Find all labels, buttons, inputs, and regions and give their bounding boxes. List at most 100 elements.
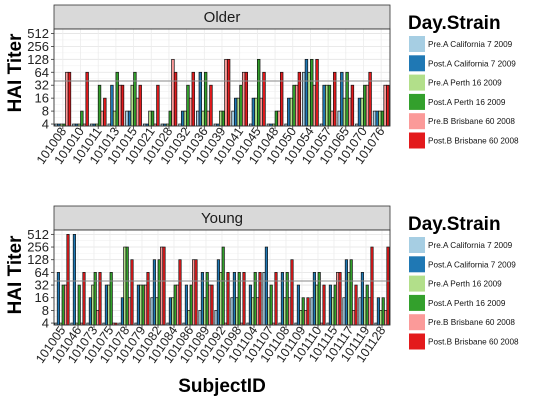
strip-young	[53, 205, 391, 231]
bar-young-101119-pre-b-brisbane-60-2008	[368, 297, 372, 326]
y-tick-label-young: 16	[35, 290, 49, 305]
bar-older-101041-pre-a-perth-16-2009	[236, 97, 241, 127]
panels-layer: Older48163264128256512101008101010101011…	[27, 4, 391, 366]
bar-young-101115-pre-a-perth-16-2009	[331, 297, 335, 326]
bar-young-101119-post-b-brisbane-60-2008	[370, 246, 374, 326]
bar-young-101128-post-a-california-7-2009	[376, 297, 380, 326]
bar-young-101117-pre-b-brisbane-60-2008	[352, 310, 356, 326]
bar-young-101104-post-b-brisbane-60-2008	[258, 272, 262, 326]
bar-older-101050-post-a-perth-16-2009	[292, 84, 296, 127]
bar-young-101075-post-a-california-7-2009	[104, 284, 108, 326]
bar-older-101041-post-a-california-7-2009	[234, 97, 238, 127]
bar-young-101107-pre-a-california-7-2009	[262, 272, 266, 326]
bar-older-101045-pre-a-perth-16-2009	[254, 97, 258, 127]
bar-older-101011-pre-b-brisbane-60-2008	[100, 110, 104, 127]
bar-young-101092-post-a-perth-16-2009	[221, 246, 225, 326]
bar-young-101079-post-b-brisbane-60-2008	[146, 272, 150, 326]
bar-young-101089-pre-a-perth-16-2009	[203, 297, 207, 326]
bar-older-101070-post-a-california-7-2009	[357, 97, 362, 127]
bar-young-101104-pre-a-perth-16-2009	[251, 297, 255, 326]
bar-older-101054-pre-a-perth-16-2009	[307, 71, 311, 127]
bar-older-101065-pre-b-brisbane-60-2008	[348, 97, 352, 127]
bar-young-101078-pre-a-perth-16-2009	[123, 246, 127, 326]
bar-older-101065-pre-a-perth-16-2009	[342, 97, 347, 127]
bar-older-101039-post-b-brisbane-60-2008	[226, 58, 231, 127]
bar-young-101005-post-a-california-7-2009	[56, 272, 60, 326]
bar-young-101082-pre-b-brisbane-60-2008	[160, 246, 164, 326]
bar-older-101010-post-a-perth-16-2009	[80, 110, 84, 127]
bar-older-101036-post-a-california-7-2009	[198, 71, 203, 127]
y-tick-label-young: 8	[42, 303, 49, 318]
bar-young-101109-post-b-brisbane-60-2008	[306, 297, 310, 326]
bar-young-101046-post-a-california-7-2009	[72, 234, 76, 326]
legend-label-pre-a-california-7-2009: Pre.A California 7 2009	[428, 40, 513, 49]
bar-young-101098-post-b-brisbane-60-2008	[242, 272, 246, 326]
legend-key-pre-a-perth-16-2009	[409, 74, 425, 91]
bar-young-101073-post-a-perth-16-2009	[93, 272, 97, 326]
bar-young-101086-post-a-perth-16-2009	[189, 284, 193, 326]
bar-young-101109-pre-b-brisbane-60-2008	[304, 310, 308, 326]
bar-older-101057-post-a-california-7-2009	[322, 84, 326, 127]
bar-older-101065-pre-a-california-7-2009	[337, 110, 341, 127]
y-tick-label-older: 4	[42, 117, 49, 132]
legend-key-post-b-brisbane-60-2008	[409, 333, 425, 350]
legend-label-post-a-california-7-2009: Post.A California 7 2009	[428, 59, 516, 68]
bar-young-101073-pre-b-brisbane-60-2008	[96, 310, 100, 326]
bar-young-101084-pre-a-perth-16-2009	[171, 297, 175, 326]
bar-young-101128-post-b-brisbane-60-2008	[386, 246, 390, 326]
bar-young-101075-pre-a-perth-16-2009	[107, 284, 111, 326]
bar-older-101057-post-b-brisbane-60-2008	[333, 71, 337, 127]
bar-young-101115-pre-b-brisbane-60-2008	[336, 272, 340, 326]
bar-young-101092-post-a-california-7-2009	[216, 259, 220, 326]
bar-older-101032-post-b-brisbane-60-2008	[191, 71, 195, 127]
legend-key-pre-a-california-7-2009	[409, 36, 425, 52]
bar-young-101104-post-a-perth-16-2009	[253, 272, 257, 326]
bar-older-101070-pre-a-perth-16-2009	[360, 97, 364, 127]
bar-older-101013-pre-a-perth-16-2009	[112, 110, 117, 127]
bar-older-101010-post-b-brisbane-60-2008	[85, 71, 89, 127]
bar-young-101079-pre-b-brisbane-60-2008	[144, 284, 148, 326]
y-tick-label-older: 256	[27, 39, 49, 54]
legend-key-post-b-brisbane-60-2008	[409, 132, 425, 149]
bar-young-101089-post-a-perth-16-2009	[205, 272, 209, 326]
y-axis-title-young: HAI Titer	[5, 235, 26, 314]
bar-older-101050-pre-a-perth-16-2009	[289, 97, 294, 127]
bar-older-101013-post-a-california-7-2009	[110, 84, 114, 127]
y-tick-label-young: 32	[35, 278, 49, 293]
bar-older-101065-post-b-brisbane-60-2008	[350, 84, 355, 127]
bar-young-101089-pre-b-brisbane-60-2008	[208, 284, 212, 326]
y-tick-label-young: 4	[42, 316, 49, 331]
bar-young-101109-post-a-california-7-2009	[296, 284, 300, 326]
bar-young-101107-post-a-perth-16-2009	[269, 284, 273, 326]
bar-young-101110-pre-a-perth-16-2009	[315, 284, 319, 326]
bar-young-101108-post-a-perth-16-2009	[285, 272, 289, 326]
bar-older-101070-pre-b-brisbane-60-2008	[365, 84, 370, 127]
bar-older-101048-pre-b-brisbane-60-2008	[277, 110, 281, 127]
bar-young-101128-pre-a-perth-16-2009	[379, 310, 383, 326]
strip-label-older: Older	[204, 9, 241, 26]
panel-young: Young48163264128256512101005101046101073…	[27, 205, 391, 366]
bar-older-101054-pre-a-california-7-2009	[302, 71, 306, 127]
bar-young-101092-pre-a-california-7-2009	[214, 310, 218, 326]
bar-young-101078-post-b-brisbane-60-2008	[130, 259, 134, 326]
bar-young-101117-post-a-perth-16-2009	[349, 259, 353, 326]
bar-older-101041-post-a-perth-16-2009	[239, 84, 243, 127]
bar-older-101076-pre-a-perth-16-2009	[378, 110, 382, 127]
bar-young-101089-pre-a-california-7-2009	[198, 310, 202, 326]
bar-young-101086-post-a-california-7-2009	[184, 284, 188, 326]
y-tick-label-young: 256	[27, 240, 49, 255]
bar-older-101050-pre-b-brisbane-60-2008	[295, 84, 299, 127]
legend-label-post-a-california-7-2009: Post.A California 7 2009	[428, 260, 516, 269]
bar-young-101108-post-a-california-7-2009	[280, 272, 284, 326]
legend-label-pre-a-perth-16-2009: Pre.A Perth 16 2009	[428, 280, 502, 289]
bar-young-101119-post-a-perth-16-2009	[365, 284, 369, 326]
bar-young-101098-pre-a-california-7-2009	[230, 297, 234, 326]
bar-young-101110-post-a-california-7-2009	[312, 272, 316, 326]
bar-young-101078-post-a-california-7-2009	[120, 297, 124, 326]
legend-key-pre-a-perth-16-2009	[409, 275, 425, 292]
bar-older-101036-pre-a-california-7-2009	[196, 110, 200, 127]
legend-label-pre-a-california-7-2009: Pre.A California 7 2009	[428, 241, 513, 250]
panel-older: Older48163264128256512101008101010101011…	[27, 4, 391, 167]
bar-young-101084-post-b-brisbane-60-2008	[178, 259, 182, 326]
y-tick-label-older: 512	[27, 26, 49, 41]
